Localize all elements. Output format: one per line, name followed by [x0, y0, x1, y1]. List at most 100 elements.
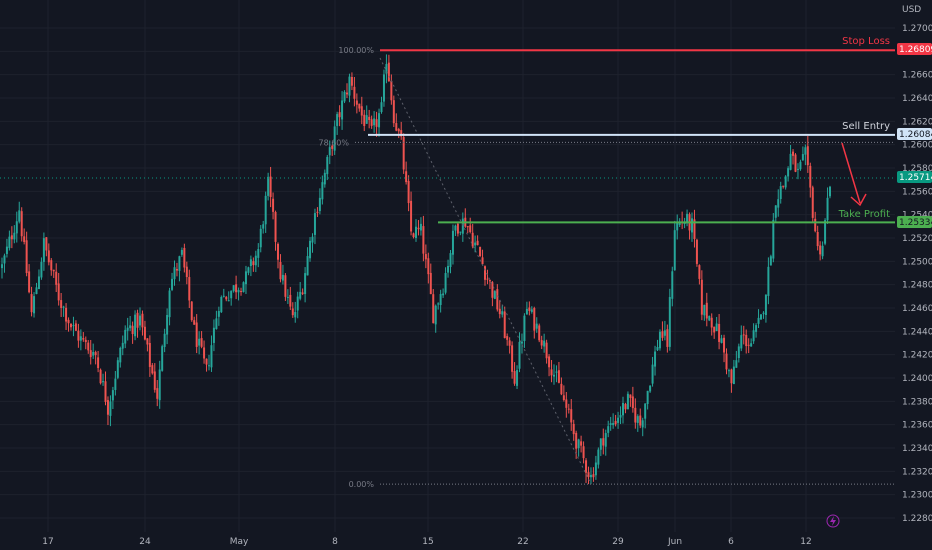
candle-body — [373, 118, 376, 126]
price-tick-label: 1.26000 — [902, 141, 932, 151]
candle-body — [668, 297, 671, 347]
candle-body — [782, 185, 785, 187]
candle-body — [816, 231, 819, 247]
candle-body — [92, 351, 95, 356]
candle-body — [274, 212, 277, 242]
take-profit-price-badge: 1.25334 — [897, 216, 932, 228]
time-tick-label: May — [230, 537, 249, 547]
candle-body — [230, 290, 233, 299]
candle-body — [602, 438, 605, 446]
candle-body — [65, 307, 68, 322]
candle-body — [109, 401, 112, 416]
candle-body — [52, 269, 55, 272]
candle-body — [493, 290, 496, 299]
candle-body — [306, 256, 309, 276]
candle-body — [47, 250, 50, 263]
fib-level-label: 0.00% — [349, 480, 375, 489]
candle-body — [705, 302, 708, 319]
candle-body — [323, 172, 326, 185]
candle-body — [62, 306, 65, 308]
candle-body — [444, 272, 447, 293]
candle-body — [355, 100, 358, 105]
time-tick-label: 15 — [422, 537, 433, 547]
candle-body — [146, 338, 149, 345]
candle-body — [580, 441, 583, 446]
candle-body — [309, 240, 312, 259]
candle-body — [518, 341, 521, 369]
time-tick-label: Jun — [667, 537, 682, 547]
candle-body — [767, 266, 770, 296]
candle-body — [378, 113, 381, 128]
candle-body — [553, 374, 555, 377]
candle-body — [442, 293, 445, 296]
candle-body — [33, 296, 36, 314]
candle-body — [821, 245, 824, 257]
candle-body — [407, 180, 410, 204]
candle-body — [530, 309, 533, 312]
candle-body — [175, 269, 178, 271]
candle-body — [715, 323, 718, 332]
candle-body — [631, 396, 634, 409]
candle-body — [244, 271, 247, 285]
candle-body — [614, 420, 617, 425]
price-tick-label: 1.23400 — [902, 444, 932, 454]
candle-body — [1, 264, 3, 269]
candle-body — [572, 423, 575, 435]
candle-body — [97, 357, 100, 369]
candle-body — [540, 340, 543, 346]
candle-body — [639, 415, 642, 426]
candle-body — [486, 278, 489, 280]
candle-body — [333, 126, 336, 151]
time-tick-label: 29 — [612, 537, 624, 547]
candle-body — [50, 260, 53, 271]
candle-body — [331, 145, 334, 149]
candle-body — [205, 358, 208, 365]
candle-body — [365, 115, 368, 124]
candle-body — [599, 438, 602, 450]
level-lines[interactable] — [0, 49, 895, 224]
candle-body — [111, 390, 114, 401]
candle-body — [799, 161, 802, 170]
candle-body — [193, 320, 196, 325]
candle-body — [89, 350, 92, 358]
candle-body — [40, 261, 43, 278]
price-tick-label: 1.22800 — [902, 514, 932, 524]
time-axis[interactable]: 17 24 May 8 15 22 29 Jun 6 12 — [42, 537, 811, 547]
price-tick-label: 1.25000 — [902, 257, 932, 267]
candle-body — [318, 197, 321, 212]
candle-body — [779, 186, 782, 199]
candle-body — [301, 292, 304, 294]
candle-body — [410, 200, 413, 232]
candle-body — [397, 129, 400, 132]
candle-body — [461, 218, 464, 234]
candle-body — [156, 388, 159, 399]
price-axis[interactable]: USD 1.270001.268001.266001.264001.262001… — [895, 0, 932, 532]
candle-body — [188, 277, 191, 301]
candle-body — [25, 240, 28, 274]
candle-body — [289, 294, 292, 307]
candle-body — [129, 325, 132, 329]
candle-body — [313, 213, 316, 235]
candle-body — [94, 352, 97, 356]
candle-body — [651, 364, 654, 384]
candle-body — [210, 345, 213, 368]
candle-body — [30, 294, 33, 313]
candle-body — [70, 323, 72, 328]
candle-body — [166, 314, 169, 335]
candle-body — [284, 275, 287, 297]
lightning-icon[interactable] — [826, 514, 840, 528]
candle-body — [725, 353, 728, 370]
time-tick-label: 6 — [728, 537, 734, 547]
candle-body — [432, 294, 435, 324]
candle-body — [619, 415, 622, 418]
candle-body — [215, 318, 218, 330]
candle-body — [222, 295, 225, 297]
fib-trend-line[interactable] — [379, 57, 592, 485]
candle-body — [272, 198, 275, 212]
candle-body — [511, 345, 514, 372]
candle-body — [641, 420, 644, 428]
candle-body — [437, 303, 440, 305]
candle-body — [762, 312, 765, 314]
